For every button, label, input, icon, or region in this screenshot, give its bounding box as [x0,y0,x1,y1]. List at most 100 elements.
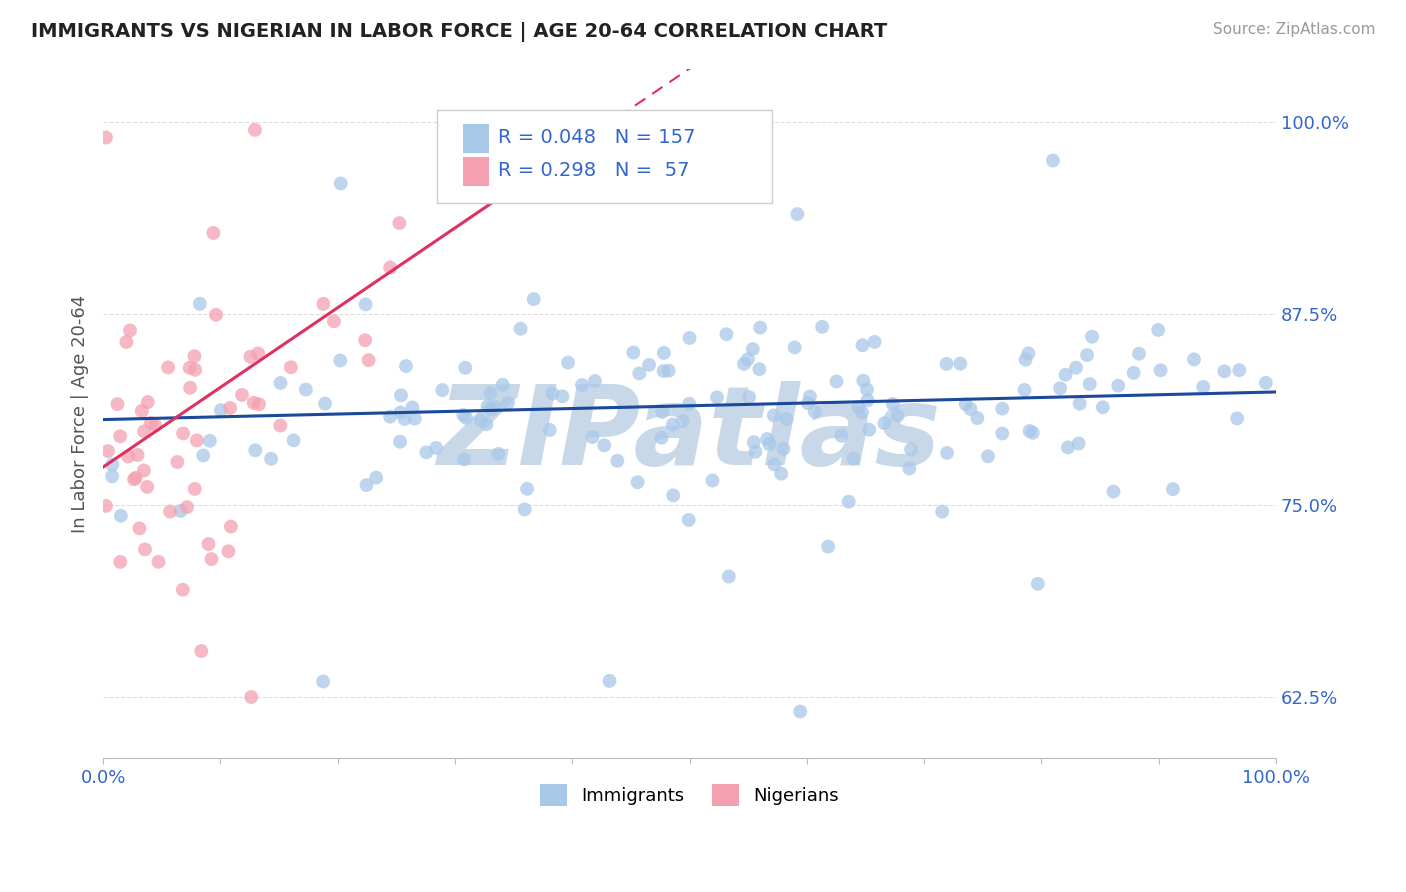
Point [733,357,755,371]
Point [1067,436,1090,450]
Point [1107,378,1129,392]
Point [197,537,219,551]
Point [496,396,519,410]
Point [198,434,221,448]
Point [966,411,988,425]
Point [651,405,673,419]
Point [356,478,378,492]
Point [389,405,412,419]
Point [1161,482,1184,496]
Point [139,416,162,430]
Point [628,367,651,381]
Point [662,417,685,432]
Point [389,434,412,449]
Point [453,452,475,467]
Point [706,390,728,404]
Point [717,569,740,583]
Point [110,508,132,523]
Point [179,381,201,395]
Point [898,461,921,475]
Point [758,437,780,451]
Point [1054,368,1077,382]
Point [454,410,477,425]
Point [242,396,264,410]
Point [179,360,201,375]
Point [312,674,335,689]
Point [650,431,672,445]
Point [678,513,700,527]
Point [738,390,761,404]
Point [394,412,416,426]
Point [959,402,981,417]
Point [184,363,207,377]
Point [716,327,738,342]
Point [477,399,499,413]
Point [219,401,242,415]
Point [1192,380,1215,394]
Point [581,430,603,444]
Legend: Immigrants, Nigerians: Immigrants, Nigerians [531,775,848,815]
Point [658,364,681,378]
Point [742,435,765,450]
Point [247,397,270,411]
Point [830,429,852,443]
Point [172,426,194,441]
Point [1042,153,1064,168]
Point [132,463,155,477]
Point [811,319,834,334]
Point [136,395,159,409]
Point [269,418,291,433]
Point [312,297,335,311]
Point [991,401,1014,416]
Y-axis label: In Labor Force | Age 20-64: In Labor Force | Age 20-64 [72,294,89,533]
Point [127,448,149,462]
Point [169,504,191,518]
Point [1128,347,1150,361]
Point [1122,366,1144,380]
Point [217,544,239,558]
Text: R = 0.298   N =  57: R = 0.298 N = 57 [498,161,690,180]
Point [245,443,267,458]
Point [1026,576,1049,591]
Point [1254,376,1277,390]
Point [1022,425,1045,440]
Point [621,345,644,359]
Point [270,376,292,390]
Point [453,408,475,422]
Point [1081,329,1104,343]
Bar [463,157,489,186]
Point [231,388,253,402]
Point [136,480,159,494]
Point [247,346,270,360]
Point [848,400,870,414]
Point [523,292,546,306]
Point [825,375,848,389]
Point [1182,352,1205,367]
Point [329,353,352,368]
Point [856,383,879,397]
Point [1226,411,1249,425]
Point [900,442,922,457]
Point [886,409,908,423]
Point [678,331,700,345]
Point [678,397,700,411]
Point [1018,424,1040,438]
Point [789,705,811,719]
Point [118,323,141,337]
Point [936,446,959,460]
Point [538,423,561,437]
Point [209,403,232,417]
Point [117,450,139,464]
Point [243,123,266,137]
Point [842,451,865,466]
Text: IMMIGRANTS VS NIGERIAN IN LABOR FORCE | AGE 20-64 CORRELATION CHART: IMMIGRANTS VS NIGERIAN IN LABOR FORCE | … [31,22,887,42]
Point [125,471,148,485]
Point [756,432,779,446]
Point [702,474,724,488]
Point [638,358,661,372]
Point [1017,346,1039,360]
Point [817,540,839,554]
Point [314,396,336,410]
Point [509,322,531,336]
Point [858,423,880,437]
